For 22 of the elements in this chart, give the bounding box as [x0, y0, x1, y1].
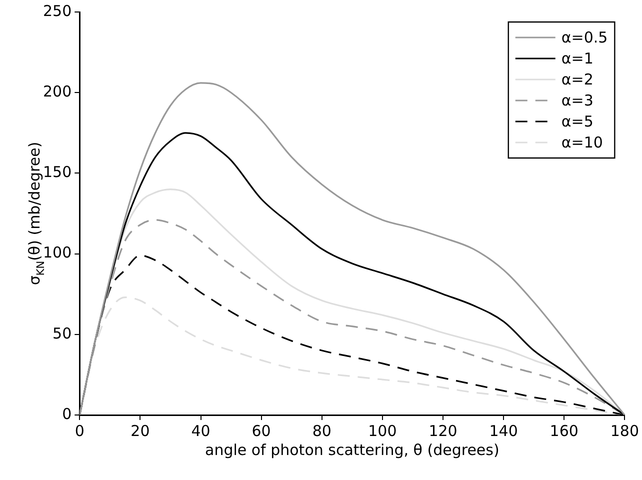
- x-tick-label: 40: [191, 422, 210, 440]
- legend-label: α=1: [561, 49, 594, 68]
- x-axis-title: angle of photon scattering, θ (degrees): [204, 441, 500, 459]
- x-tick-label: 140: [489, 422, 518, 440]
- x-tick-label: 80: [312, 422, 332, 440]
- x-tick-label: 20: [130, 422, 150, 440]
- legend-label: α=0.5: [561, 28, 608, 46]
- legend-label: α=3: [561, 91, 594, 110]
- y-tick-label: 50: [52, 324, 72, 342]
- legend-label: α=10: [561, 133, 603, 152]
- x-tick-label: 120: [428, 422, 458, 440]
- y-tick-label: 150: [42, 163, 72, 182]
- x-tick-label: 180: [610, 422, 640, 440]
- x-tick-label: 60: [252, 422, 271, 440]
- y-tick-label: 250: [42, 2, 72, 20]
- x-tick-label: 100: [368, 422, 397, 440]
- y-tick-label: 200: [42, 82, 72, 100]
- x-tick-label: 0: [74, 422, 84, 440]
- legend-label: α=2: [561, 70, 594, 88]
- y-tick-label: 0: [62, 404, 72, 423]
- legend-label: α=5: [561, 112, 594, 130]
- x-tick-label: 160: [550, 422, 578, 440]
